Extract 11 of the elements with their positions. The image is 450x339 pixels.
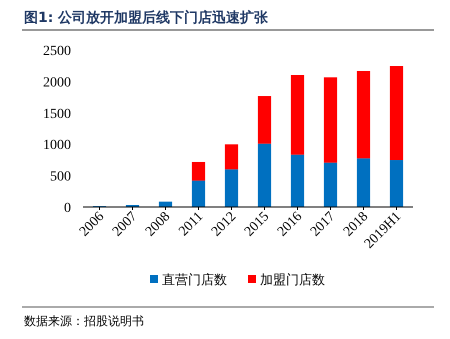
y-tick-label: 2000 (43, 75, 71, 90)
source-note: 数据来源：招股说明书 (24, 314, 144, 328)
legend-label: 加盟门店数 (260, 272, 325, 288)
y-tick-label: 0 (64, 201, 71, 216)
y-tick-label: 1000 (43, 138, 71, 154)
legend-label: 直营门店数 (162, 272, 227, 288)
y-tick-label: 1500 (43, 106, 71, 122)
y-tick-label: 500 (50, 170, 71, 185)
x-tick-label: 2011 (176, 209, 206, 240)
y-tick-label: 2500 (43, 44, 71, 59)
chart-title: 图1: 公司放开加盟后线下门店迅速扩张 (24, 9, 270, 26)
